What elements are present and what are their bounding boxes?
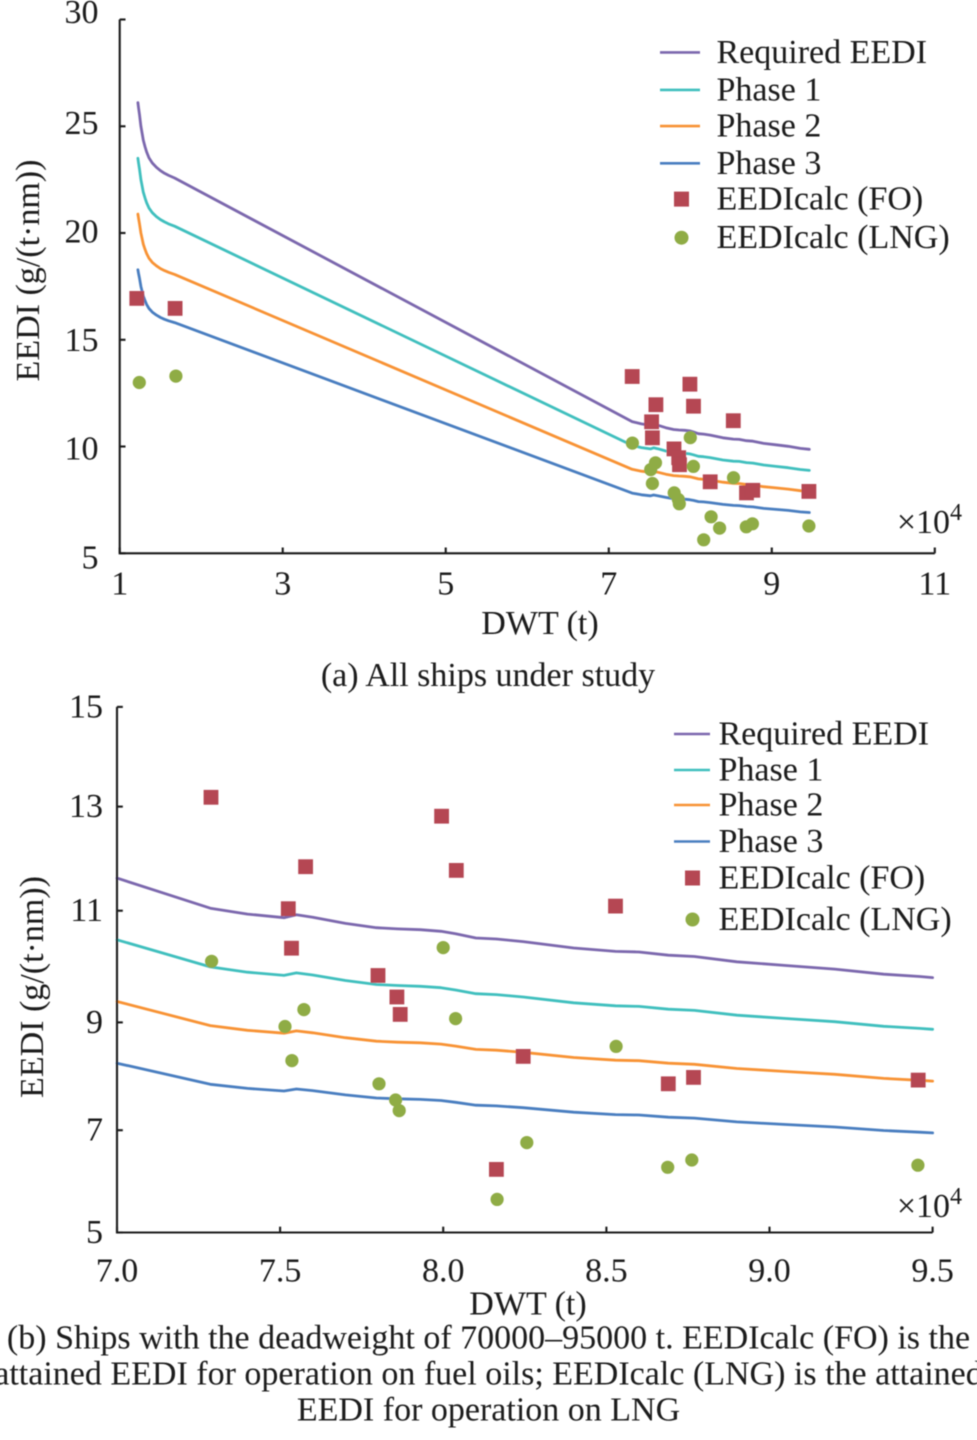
svg-text:11: 11 — [70, 892, 103, 929]
svg-text:11: 11 — [918, 566, 951, 603]
svg-text:EEDI for operation on LNG: EEDI for operation on LNG — [297, 1392, 680, 1429]
svg-text:(b) Ships with the deadweight: (b) Ships with the deadweight of 70000–9… — [7, 1320, 970, 1357]
svg-text:Required EEDI: Required EEDI — [717, 34, 928, 71]
svg-text:Phase 3: Phase 3 — [719, 823, 824, 860]
svg-text:7.0: 7.0 — [96, 1253, 139, 1290]
svg-text:7: 7 — [86, 1112, 103, 1149]
svg-text:9.5: 9.5 — [911, 1253, 954, 1290]
svg-text:7: 7 — [600, 566, 617, 603]
svg-text:EEDIcalc (FO): EEDIcalc (FO) — [719, 860, 926, 897]
svg-text:attained EEDI for operation on: attained EEDI for operation on fuel oils… — [0, 1356, 977, 1393]
svg-text:9: 9 — [86, 1004, 103, 1041]
svg-text:EEDIcalc (LNG): EEDIcalc (LNG) — [717, 219, 950, 256]
svg-text:9.0: 9.0 — [748, 1253, 791, 1290]
svg-text:25: 25 — [65, 105, 99, 142]
svg-text:30: 30 — [65, 0, 99, 31]
svg-text:Phase 3: Phase 3 — [717, 145, 822, 182]
svg-text:Phase 1: Phase 1 — [719, 752, 824, 789]
svg-text:5: 5 — [86, 1214, 103, 1251]
svg-text:3: 3 — [274, 566, 291, 603]
svg-text:(a) All ships under study: (a) All ships under study — [321, 657, 655, 694]
svg-text:15: 15 — [65, 322, 99, 359]
svg-text:10: 10 — [65, 431, 99, 468]
svg-text:20: 20 — [65, 213, 99, 250]
svg-text:EEDIcalc (FO): EEDIcalc (FO) — [717, 181, 924, 218]
svg-text:8.5: 8.5 — [585, 1253, 628, 1290]
svg-text:Phase 2: Phase 2 — [719, 787, 824, 824]
svg-text:8.0: 8.0 — [422, 1253, 465, 1290]
svg-text:1: 1 — [111, 566, 128, 603]
svg-text:Phase 2: Phase 2 — [717, 108, 822, 145]
svg-text:EEDI (g/(t·nm)): EEDI (g/(t·nm)) — [14, 876, 51, 1098]
svg-text:5: 5 — [82, 540, 99, 577]
svg-text:7.5: 7.5 — [259, 1253, 302, 1290]
svg-text:Required EEDI: Required EEDI — [719, 716, 930, 753]
svg-text:DWT (t): DWT (t) — [469, 1286, 586, 1323]
svg-text:9: 9 — [763, 566, 780, 603]
svg-text:EEDI (g/(t·nm)): EEDI (g/(t·nm)) — [10, 160, 47, 382]
svg-text:DWT (t): DWT (t) — [481, 605, 598, 642]
svg-text:5: 5 — [437, 566, 454, 603]
svg-text:13: 13 — [69, 788, 103, 825]
svg-text:15: 15 — [69, 688, 103, 725]
svg-text:Phase 1: Phase 1 — [717, 71, 822, 108]
svg-text:EEDIcalc (LNG): EEDIcalc (LNG) — [719, 901, 952, 938]
